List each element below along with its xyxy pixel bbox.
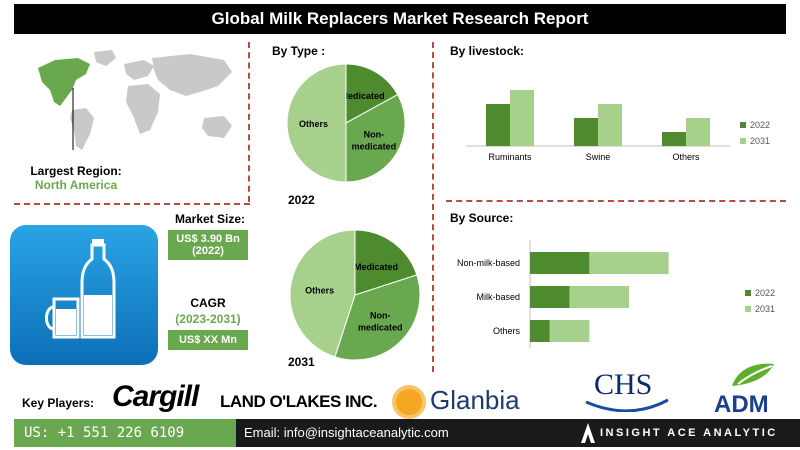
pie-label: Medicated — [341, 91, 385, 101]
y-tick-label: Non-milk-based — [457, 258, 520, 268]
x-tick-label: Ruminants — [488, 152, 532, 162]
pie-slice-others — [289, 229, 356, 358]
source-bar-chart: Non-milk-based Milk-based Others 2022 2031 — [457, 240, 775, 348]
footer-bar — [236, 419, 800, 447]
cagr-value: US$ XX Mn — [168, 330, 248, 350]
legend-swatch-2022 — [745, 290, 751, 296]
pie-label: medicated — [358, 322, 403, 332]
bar-others-2031 — [686, 118, 710, 146]
divider-left — [248, 42, 250, 202]
y-tick-label: Others — [493, 326, 521, 336]
by-type-title: By Type : — [272, 44, 326, 58]
map-asia — [152, 54, 232, 96]
logo-glanbia: Glanbia — [430, 385, 520, 415]
by-livestock-title: By livestock: — [450, 44, 525, 58]
legend-swatch-2031 — [740, 138, 746, 144]
footer-brand: INSIGHT ACE ANALYTIC — [600, 427, 778, 439]
bar-milk-based-2031 — [569, 286, 629, 308]
legend-swatch-2031 — [745, 306, 751, 312]
x-tick-label: Swine — [586, 152, 611, 162]
region-value: North America — [34, 178, 118, 192]
pie-slice-medicated — [354, 229, 418, 296]
milk-product-icon — [10, 225, 158, 365]
cagr-label: CAGR — [190, 296, 226, 310]
brand-logo-icon — [581, 423, 595, 443]
pie-label: Non- — [370, 310, 391, 320]
bar-others-2022 — [662, 132, 686, 146]
logo-glanbia-mark — [392, 385, 426, 419]
pie-2022-year: 2022 — [288, 193, 315, 207]
footer-email[interactable]: Email: info@insightaceanalytic.com — [244, 425, 449, 440]
bar-swine-2022 — [574, 118, 598, 146]
bar-non-milk-based-2022 — [530, 252, 590, 274]
legend-swatch-2022 — [740, 122, 746, 128]
by-source-title: By Source: — [450, 211, 514, 225]
pie-label: Non- — [364, 130, 385, 140]
map-south-america — [70, 108, 94, 150]
footer-phone[interactable]: US: +1 551 226 6109 — [14, 419, 236, 447]
market-size-label: Market Size: — [174, 212, 246, 226]
logo-chs: CHS — [594, 368, 653, 401]
bar-non-milk-based-2031 — [589, 252, 669, 274]
livestock-bar-chart: Ruminants Swine Others 2022 2031 — [466, 90, 770, 162]
pie-slice-non-medicated — [334, 274, 421, 361]
divider-horizontal-left — [14, 203, 250, 205]
pie-label: Medicated — [354, 262, 398, 272]
pie-label: Others — [305, 285, 334, 295]
pie-chart-2031: Medicated Non-medicated Others — [289, 229, 421, 361]
bar-ruminants-2022 — [486, 104, 510, 146]
divider-horizontal-right — [446, 200, 786, 202]
map-australia — [202, 116, 232, 138]
pie-slice-non-medicated — [345, 93, 406, 183]
market-size-year: (2022) — [192, 245, 224, 257]
legend-label-2031: 2031 — [755, 304, 775, 314]
logo-adm: ADM — [714, 391, 769, 418]
page-title: Global Milk Replacers Market Research Re… — [14, 4, 786, 34]
map-europe — [124, 60, 154, 80]
legend-label-2022: 2022 — [755, 288, 775, 298]
logo-adm-leaf — [732, 363, 774, 386]
y-tick-label: Milk-based — [476, 292, 520, 302]
pie-label: medicated — [352, 142, 397, 152]
bar-ruminants-2031 — [510, 90, 534, 146]
legend-label-2031: 2031 — [750, 136, 770, 146]
market-size-box: US$ 3.90 Bn (2022) — [168, 230, 248, 260]
cagr-period: (2023-2031) — [175, 312, 241, 326]
logo-chs-swoosh — [585, 398, 669, 412]
legend-label-2022: 2022 — [750, 120, 770, 130]
market-size-value: US$ 3.90 Bn — [176, 233, 240, 245]
bar-others-2031 — [549, 320, 590, 342]
map-greenland — [94, 50, 116, 66]
pie-slice-others — [286, 63, 347, 183]
x-tick-label: Others — [672, 152, 700, 162]
logo-land-o-lakes: LAND O'LAKES INC. — [220, 392, 378, 411]
region-label: Largest Region: — [30, 164, 122, 178]
logo-cargill: Cargill — [112, 380, 199, 413]
divider-mid — [432, 42, 434, 372]
pie-2031-year: 2031 — [288, 355, 315, 369]
pie-label: Others — [299, 119, 328, 129]
key-players-label: Key Players: — [22, 396, 95, 410]
world-map — [38, 50, 232, 150]
pie-slice-medicated — [345, 63, 399, 124]
map-north-america — [38, 58, 90, 106]
bar-others-2022 — [530, 320, 550, 342]
bar-swine-2031 — [598, 104, 622, 146]
map-africa — [126, 84, 160, 134]
bar-milk-based-2022 — [530, 286, 570, 308]
pie-chart-2022: Medicated Non-medicated Others — [286, 63, 406, 183]
